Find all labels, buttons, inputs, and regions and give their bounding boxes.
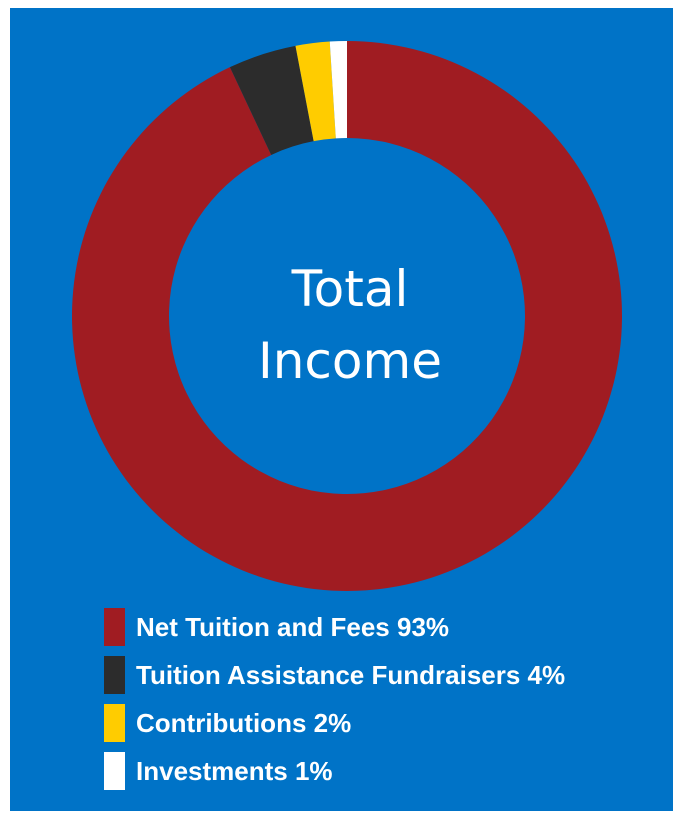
- legend-item-tuition-assistance: Tuition Assistance Fundraisers 4%: [104, 654, 664, 702]
- legend-swatch: [104, 656, 125, 694]
- legend-swatch: [104, 704, 125, 742]
- slice-net-tuition: [71, 41, 622, 591]
- legend-label: Contributions 2%: [136, 708, 352, 738]
- legend-item-investments: Investments 1%: [104, 750, 664, 798]
- legend: Net Tuition and Fees 93% Tuition Assista…: [104, 606, 664, 798]
- chart-panel: Total Income Net Tuition and Fees 93% Tu…: [10, 8, 673, 811]
- legend-item-net-tuition: Net Tuition and Fees 93%: [104, 606, 664, 654]
- legend-swatch: [104, 608, 125, 646]
- slice-contributions: [295, 41, 336, 142]
- legend-label: Investments 1%: [136, 756, 333, 786]
- legend-label: Net Tuition and Fees 93%: [136, 612, 450, 642]
- legend-swatch: [104, 752, 125, 790]
- legend-item-contributions: Contributions 2%: [104, 702, 664, 750]
- center-label-line-2: Income: [258, 332, 442, 390]
- slice-tuition-assistance: [229, 45, 314, 155]
- center-label-line-1: Total: [291, 260, 409, 318]
- legend-label: Tuition Assistance Fundraisers 4%: [136, 660, 566, 690]
- donut-chart: [71, 41, 622, 591]
- slice-investments: [329, 41, 347, 139]
